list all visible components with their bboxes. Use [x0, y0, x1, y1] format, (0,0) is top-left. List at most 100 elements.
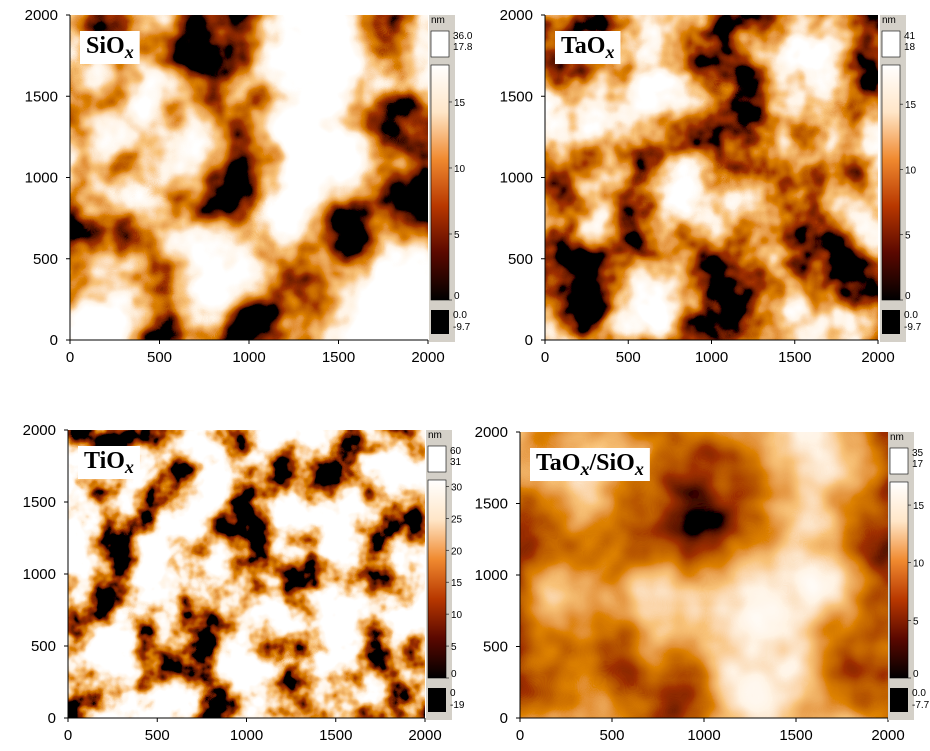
under-label: 0.0 — [912, 688, 926, 699]
colorbar-tick-label: 0 — [451, 669, 457, 680]
colorbar-tick-label: 0 — [913, 669, 919, 680]
colorbar-tick-label: 20 — [451, 546, 463, 557]
over-label: 60 — [450, 446, 462, 457]
over-box — [430, 30, 450, 58]
y-tick-label: 500 — [31, 638, 56, 655]
colorbar-tick-label: 15 — [905, 100, 917, 111]
colorbar-tick-label: 10 — [454, 164, 466, 175]
afm-image — [545, 15, 878, 340]
x-tick-label: 2000 — [408, 727, 441, 744]
colorbar-tick-label: 15 — [451, 578, 463, 589]
over-label: 17.8 — [453, 42, 473, 53]
x-tick-label: 0 — [64, 727, 72, 744]
label-box — [80, 31, 140, 64]
under-label: -19 — [450, 700, 465, 711]
x-tick-label: 0 — [516, 727, 524, 744]
under-label: 0.0 — [904, 310, 918, 321]
x-tick-label: 1500 — [778, 349, 811, 366]
over-label: 35 — [912, 448, 924, 459]
x-tick-label: 1000 — [230, 727, 263, 744]
y-tick-label: 0 — [500, 710, 508, 727]
y-tick-label: 2000 — [25, 7, 58, 24]
y-tick-label: 2000 — [475, 424, 508, 441]
over-label: 31 — [450, 457, 462, 468]
y-tick-label: 1000 — [23, 566, 56, 583]
x-tick-label: 2000 — [871, 727, 904, 744]
y-tick-label: 1500 — [25, 88, 58, 105]
under-label: -9.7 — [453, 322, 471, 333]
under-label: -7.7 — [912, 700, 930, 711]
label-part: SiO — [86, 33, 125, 59]
y-tick-label: 1000 — [500, 170, 533, 187]
x-tick-label: 1500 — [322, 349, 355, 366]
colorbar-tick-label: 10 — [451, 610, 463, 621]
over-box — [881, 30, 901, 58]
panel-label: SiOx — [86, 33, 134, 62]
under-label: -9.7 — [904, 322, 922, 333]
y-tick-label: 1000 — [25, 170, 58, 187]
y-tick-label: 0 — [525, 332, 533, 349]
x-tick-label: 1000 — [695, 349, 728, 366]
label-box — [530, 448, 650, 481]
label-part: x — [604, 42, 614, 62]
colorbar-unit: nm — [882, 15, 896, 26]
label-part: x — [634, 459, 644, 479]
over-label: 36.0 — [453, 31, 473, 42]
colorbar-unit: nm — [431, 15, 445, 26]
x-tick-label: 1000 — [687, 727, 720, 744]
colorbar — [881, 64, 901, 301]
x-tick-label: 1500 — [779, 727, 812, 744]
colorbar-tick-label: 30 — [451, 482, 463, 493]
under-box — [431, 310, 449, 334]
y-tick-label: 500 — [508, 251, 533, 268]
colorbar-tick-label: 15 — [454, 98, 466, 109]
colorbar-tick-label: 5 — [454, 230, 460, 241]
y-tick-label: 2000 — [23, 422, 56, 439]
colorbar-tick-label: 0 — [454, 291, 460, 302]
label-part: TiO — [84, 448, 125, 474]
label-part: TaO — [536, 450, 580, 476]
colorbar — [889, 481, 909, 679]
y-tick-label: 0 — [50, 332, 58, 349]
label-part: /SiO — [588, 450, 634, 476]
y-tick-label: 1500 — [23, 494, 56, 511]
y-tick-label: 2000 — [500, 7, 533, 24]
colorbar-tick-label: 10 — [905, 165, 917, 176]
colorbar-unit: nm — [890, 432, 904, 443]
colorbar-tick-label: 5 — [451, 642, 457, 653]
x-tick-label: 500 — [147, 349, 172, 366]
colorbar-tick-label: 10 — [913, 559, 925, 570]
y-tick-label: 500 — [33, 251, 58, 268]
label-part: x — [124, 457, 134, 477]
x-tick-label: 2000 — [861, 349, 894, 366]
colorbar — [430, 64, 450, 301]
panel-label: TiOx — [84, 448, 134, 477]
panel-label: TaOx/SiOx — [536, 450, 644, 479]
colorbar-tick-label: 5 — [905, 231, 911, 242]
colorbar-unit: nm — [428, 430, 442, 441]
over-label: 17 — [912, 459, 924, 470]
x-tick-label: 0 — [541, 349, 549, 366]
x-tick-label: 1000 — [232, 349, 265, 366]
y-tick-label: 500 — [483, 639, 508, 656]
x-tick-label: 1500 — [319, 727, 352, 744]
colorbar-tick-label: 15 — [913, 501, 925, 512]
colorbar-tick-label: 25 — [451, 514, 463, 525]
over-box — [889, 447, 909, 475]
colorbar-tick-label: 0 — [905, 291, 911, 302]
label-box — [78, 446, 140, 479]
label-part: x — [579, 459, 589, 479]
colorbar — [427, 479, 447, 679]
y-tick-label: 0 — [48, 710, 56, 727]
y-tick-label: 1500 — [475, 496, 508, 513]
under-label: 0.0 — [453, 310, 467, 321]
over-label: 18 — [904, 42, 916, 53]
over-label: 41 — [904, 31, 916, 42]
panel-label: TaOx — [561, 33, 614, 62]
under-box — [428, 688, 446, 712]
label-part: x — [124, 42, 134, 62]
y-tick-label: 1500 — [500, 88, 533, 105]
under-box — [882, 310, 900, 334]
x-tick-label: 2000 — [411, 349, 444, 366]
over-box — [427, 445, 447, 473]
